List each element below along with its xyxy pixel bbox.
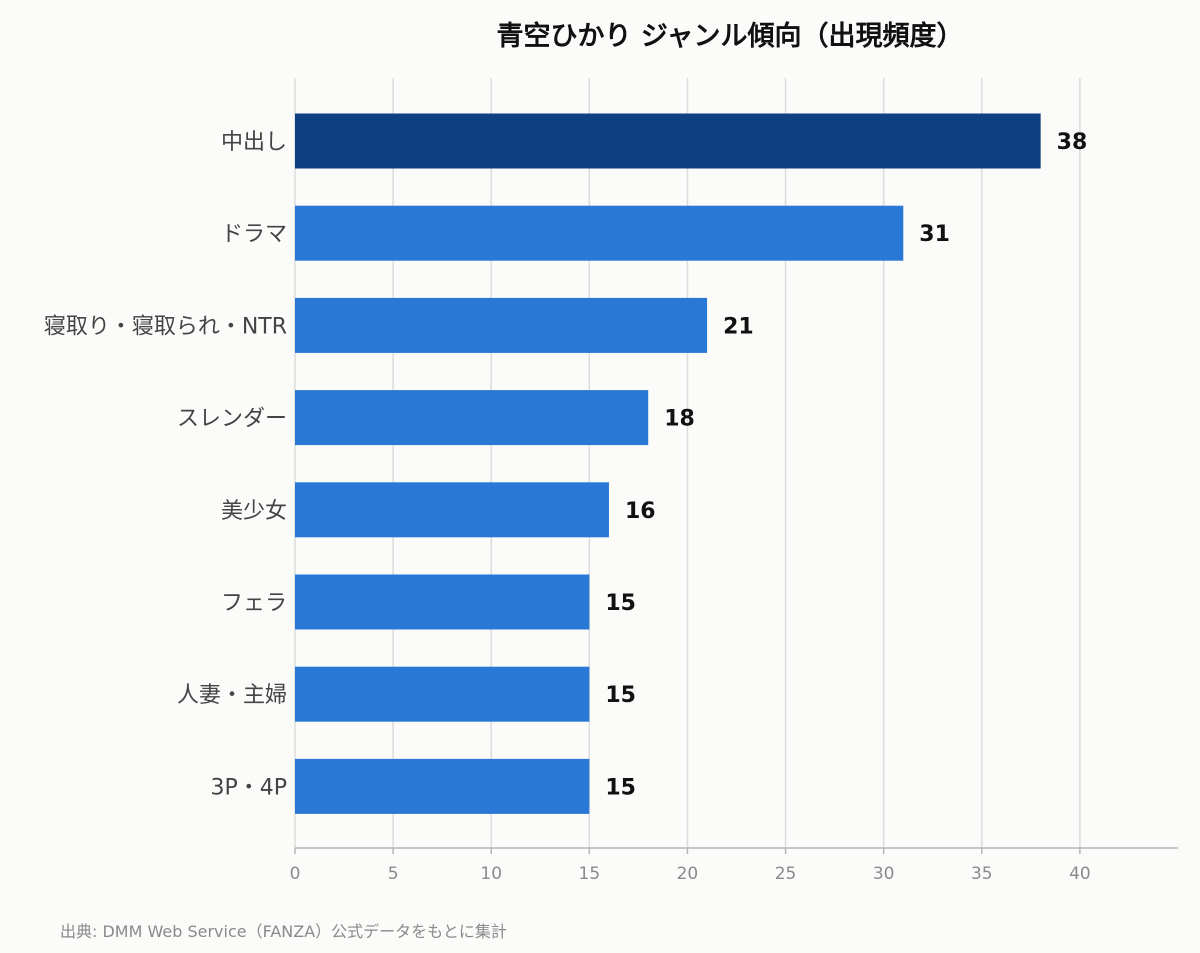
x-tick-label: 15	[579, 864, 601, 884]
bar	[295, 758, 590, 814]
category-label: 中出し	[221, 130, 287, 155]
value-label: 15	[605, 591, 636, 616]
category-label: フェラ	[221, 591, 287, 616]
gridlines	[294, 78, 1081, 848]
x-tick-label: 25	[775, 864, 797, 884]
category-label: 人妻・主婦	[177, 683, 287, 708]
bar	[295, 666, 590, 722]
bar	[295, 574, 590, 630]
category-label: ドラマ	[221, 222, 287, 247]
value-label: 15	[605, 775, 636, 800]
bar	[295, 297, 708, 353]
value-label: 21	[723, 314, 754, 339]
value-label: 16	[625, 499, 656, 524]
value-label: 31	[919, 222, 950, 247]
value-label: 18	[664, 407, 695, 432]
value-labels: 38 31 21 18 16 15 15 15	[605, 130, 1087, 800]
x-tick-label: 5	[388, 864, 399, 884]
category-label: 寝取り・寝取られ・NTR	[44, 314, 287, 339]
x-tick-label: 40	[1069, 864, 1091, 884]
x-tick-label: 0	[290, 864, 301, 884]
value-label: 15	[605, 683, 636, 708]
source-note: 出典: DMM Web Service（FANZA）公式データをもとに集計	[60, 922, 507, 941]
value-label: 38	[1057, 130, 1088, 155]
bar	[295, 482, 609, 538]
x-tick-label: 20	[677, 864, 699, 884]
x-axis: 0 5 10 15 20 25 30 35 40	[290, 847, 1178, 884]
x-tick-label: 10	[480, 864, 502, 884]
category-label: 美少女	[221, 499, 287, 524]
category-label: 3P・4P	[210, 775, 287, 800]
bars	[295, 113, 1041, 814]
category-label: スレンダー	[177, 407, 287, 432]
x-tick-label: 35	[971, 864, 993, 884]
bar	[295, 205, 904, 261]
chart-title: 青空ひかり ジャンル傾向（出現頻度）	[496, 20, 963, 52]
x-tick-label: 30	[873, 864, 895, 884]
bar	[295, 390, 649, 446]
bar	[295, 113, 1041, 169]
